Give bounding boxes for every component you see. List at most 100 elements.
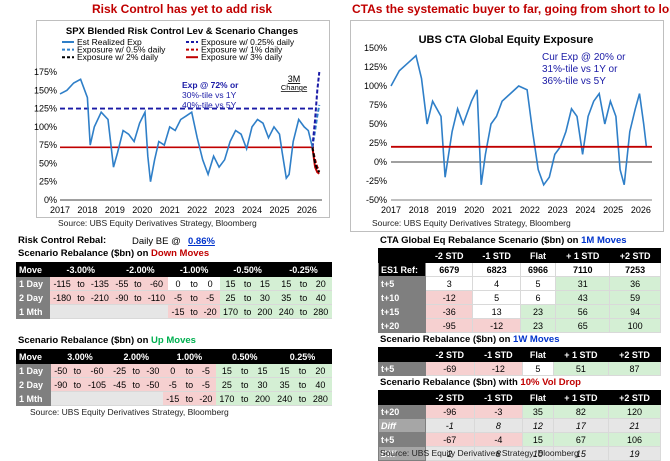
table-cell: -180 <box>49 290 75 305</box>
table-cell: 6 <box>519 290 557 305</box>
column-header: -0.50% <box>219 262 277 277</box>
table-cell: -20 <box>200 304 220 319</box>
column-header <box>378 390 426 405</box>
table-cell <box>129 391 143 406</box>
table-cell: -20 <box>196 391 216 406</box>
y-tick-label: 25% <box>39 177 57 187</box>
table-cell: 51 <box>552 361 610 376</box>
column-header: Move <box>16 262 50 277</box>
column-header: -2 STD <box>424 248 474 263</box>
y-tick-label: 100% <box>364 81 387 91</box>
table-cell: 40 <box>309 377 332 392</box>
y-tick-label: 50% <box>39 158 57 168</box>
table-cell <box>112 304 132 319</box>
ref-cell: 7253 <box>609 262 661 277</box>
up-table-title-suffix: Up Moves <box>151 335 196 346</box>
x-tick-label: 2026 <box>297 205 317 215</box>
table-cell: 21 <box>608 418 661 433</box>
ref-cell: 6679 <box>424 262 474 277</box>
left-chart-box <box>36 20 330 218</box>
table-cell: -12 <box>472 318 521 333</box>
row-label: 2 Day <box>16 290 50 305</box>
table-row: t+20 -95 -12 23 65 100 <box>378 318 661 333</box>
cta-vol-title-prefix: Scenario Rebalance ($bn) with <box>380 377 521 388</box>
table-cell <box>50 391 71 406</box>
y-tick-label: 150% <box>34 85 57 95</box>
y-tick-label: 75% <box>369 100 387 110</box>
y-tick-label: 25% <box>369 138 387 148</box>
table-cell: 280 <box>309 304 332 319</box>
column-header: Move <box>16 349 51 364</box>
table-cell: -15 <box>162 391 183 406</box>
row-label: t+20 <box>378 318 426 333</box>
row-label: Diff <box>378 418 426 433</box>
y-tick-label: 150% <box>364 43 387 53</box>
table-cell: -50 <box>50 363 71 378</box>
left-chart: 0% 25% 50% 75% 100% 125% 150% 175% 2017 2018 2019 2… <box>34 37 322 215</box>
table-cell: to <box>241 304 255 319</box>
table-cell: 19 <box>608 446 661 461</box>
table-cell: -105 <box>84 377 110 392</box>
x-tick-label: 2019 <box>105 205 125 215</box>
cta-main-table: -2 STD -1 STD Flat + 1 STD +2 STD ES1 Ref: 667… <box>378 248 661 333</box>
chart-annotation: 40%-tile vs 5Y <box>182 100 237 110</box>
table-cell <box>84 391 110 406</box>
left-chart-title: SPX Blended Risk Control Lev & Scenario … <box>65 26 299 37</box>
table-cell: to <box>129 363 143 378</box>
table-cell: 30 <box>251 377 274 392</box>
x-tick-label: 2018 <box>409 205 429 215</box>
row-label: t+5 <box>378 276 426 291</box>
table-cell: 15 <box>215 363 239 378</box>
right-chart-source: Source: UBS Equity Derivatives Strategy,… <box>372 218 571 228</box>
table-cell <box>87 304 113 319</box>
table-cell: -3 <box>473 404 524 419</box>
x-tick-label: 2018 <box>77 205 97 215</box>
down-table-title-prefix: Scenario Rebalance ($bn) on <box>18 248 152 259</box>
table-cell: 15 <box>254 276 276 291</box>
table-cell: 240 <box>273 391 296 406</box>
cta-source: Source: UBS Equity Derivatives Strategy,… <box>380 448 579 458</box>
cta-week-title: Scenario Rebalance ($bn) on 1W Moves <box>380 334 560 345</box>
column-header: + 1 STD <box>552 390 610 405</box>
table-row: t+10 -12 5 6 43 59 <box>378 290 661 305</box>
chart-annotation: Cur Exp @ 20% or <box>542 52 626 63</box>
x-tick-label: 2021 <box>492 205 512 215</box>
column-header: + 1 STD <box>555 248 611 263</box>
table-cell: to <box>70 377 85 392</box>
table-cell: -15 <box>168 304 188 319</box>
table-cell: -60 <box>84 363 110 378</box>
row-label: 2 Day <box>16 377 51 392</box>
table-cell <box>49 304 75 319</box>
x-tick-label: 2020 <box>132 205 152 215</box>
column-header: -2.00% <box>111 262 169 277</box>
table-cell: 15 <box>522 432 554 447</box>
series-line <box>59 78 314 182</box>
right-chart-title: UBS CTA Global Equity Exposure <box>418 34 594 46</box>
right-chart: -50% -25% 0% 25% 50% 75% 100% 125% 150% 2017 2018 2… <box>364 43 652 215</box>
table-cell: to <box>182 363 197 378</box>
table-cell: -30 <box>143 363 163 378</box>
table-cell: -45 <box>109 377 130 392</box>
column-header: 0.25% <box>273 349 332 364</box>
x-tick-label: 2019 <box>437 205 457 215</box>
column-header: 2.00% <box>109 349 164 364</box>
table-cell: -115 <box>49 276 75 291</box>
cta-vol-table: -2 STD -1 STD Flat + 1 STD +2 STD t+20 -96 -3 35… <box>378 390 661 461</box>
x-tick-label: 2022 <box>520 205 540 215</box>
y-tick-label: 0% <box>44 195 57 205</box>
row-label: 1 Day <box>16 276 50 291</box>
table-cell: 15 <box>219 276 242 291</box>
table-row: t+15 -36 13 23 56 94 <box>378 304 661 319</box>
column-header: Flat <box>522 390 554 405</box>
series-line <box>311 147 321 173</box>
table-cell: to <box>238 377 252 392</box>
column-header: -1 STD <box>472 248 521 263</box>
table-cell: 5 <box>522 361 554 376</box>
table-cell: 2 <box>425 446 475 461</box>
table-cell: 13 <box>472 304 521 319</box>
table-cell: 3 <box>424 276 474 291</box>
risk-control-source: Source: UBS Equity Derivatives Strategy,… <box>30 407 229 417</box>
right-chart-box <box>350 20 664 232</box>
cta-vol-title-suffix: 10% Vol Drop <box>520 377 581 388</box>
x-tick-label: 2025 <box>603 205 623 215</box>
